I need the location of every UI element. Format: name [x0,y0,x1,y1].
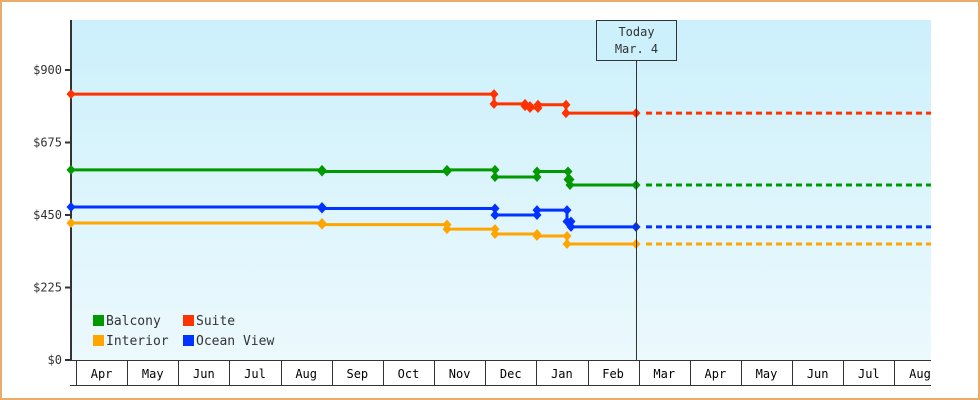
y-tick-label: $900 [33,63,62,77]
data-point-marker[interactable] [563,166,573,177]
legend-swatch [93,335,104,346]
x-month-label: Jan [551,367,573,381]
y-axis: $0 $225 $450 $675 $900 [33,20,72,367]
data-point-marker[interactable] [561,108,571,119]
legend-label: Balcony [106,314,161,329]
x-month-label: Jul [244,367,266,381]
today-date: Mar. 4 [615,42,658,56]
series-layer [66,89,931,249]
data-point-marker[interactable] [525,101,535,112]
data-point-marker[interactable] [532,171,542,182]
data-point-marker[interactable] [562,205,572,216]
data-point-marker[interactable] [66,164,76,175]
data-point-marker[interactable] [565,180,575,191]
data-point-marker[interactable] [532,229,542,240]
legend-item-ocean-view: Ocean View [183,334,274,349]
data-point-marker[interactable] [566,216,576,227]
data-point-marker[interactable] [442,166,452,177]
data-point-marker[interactable] [317,218,327,229]
series-interior [66,218,931,249]
x-month-label: Jun [193,367,215,381]
data-point-marker[interactable] [489,98,499,109]
legend-swatch [183,335,194,346]
data-point-marker[interactable] [489,89,499,100]
plot-area [71,20,931,360]
series-ocean-view [66,201,931,232]
legend-label: Suite [196,314,235,329]
data-point-marker[interactable] [562,230,572,241]
data-point-marker[interactable] [317,164,327,175]
data-point-marker[interactable] [562,239,572,249]
legend-item-balcony: Balcony [93,314,161,329]
y-tick-label: $225 [33,281,62,295]
legend-item-interior: Interior [93,334,169,349]
legend-item-suite: Suite [183,314,235,329]
x-month-label: Dec [500,367,522,381]
data-point-marker[interactable] [566,221,576,232]
today-label: Today [618,25,654,39]
data-point-marker[interactable] [317,201,327,212]
x-month-label: Oct [398,367,420,381]
x-month-label: Jul [858,367,880,381]
y-tick-label: $450 [33,208,62,222]
legend-swatch [183,315,194,326]
legend-label: Ocean View [196,334,274,349]
x-month-label: Apr [705,367,727,381]
x-month-label: Sep [346,367,368,381]
x-month-label: Mar [653,367,675,381]
today-callout [596,20,677,61]
legend-swatch [93,315,104,326]
x-axis: Apr May Jun Jul Aug Sep Oct Nov Dec Jan Feb Mar Apr M… [70,360,931,386]
data-point-marker[interactable] [565,174,575,185]
y-tick-label: $675 [33,136,62,150]
x-month-label: Feb [602,367,624,381]
x-month-label: May [142,367,164,381]
today-marker: Today Mar. 4 [596,20,677,360]
data-point-marker[interactable] [490,210,500,220]
data-point-marker[interactable] [533,103,543,114]
x-month-label: Nov [449,367,471,381]
legend-label: Interior [106,334,169,349]
data-point-marker[interactable] [490,224,500,235]
data-point-marker[interactable] [490,164,500,175]
data-point-marker[interactable] [66,218,76,229]
x-month-label: May [756,367,778,381]
x-month-label: Apr [91,367,113,381]
data-point-marker[interactable] [532,166,542,177]
data-point-marker[interactable] [66,89,76,100]
series-suite [66,89,931,119]
data-point-marker[interactable] [490,171,500,182]
x-month-label: Jun [807,367,829,381]
data-point-marker[interactable] [561,99,571,110]
data-point-marker[interactable] [442,219,452,230]
data-point-marker[interactable] [490,203,500,214]
y-tick-label: $0 [48,353,62,367]
data-point-marker[interactable] [66,201,76,212]
legend: Balcony Suite Interior Ocean View [93,314,274,349]
x-month-label: Aug [909,367,931,381]
x-month-label: Aug [295,367,317,381]
data-point-marker[interactable] [532,210,542,220]
series-balcony [66,164,931,191]
